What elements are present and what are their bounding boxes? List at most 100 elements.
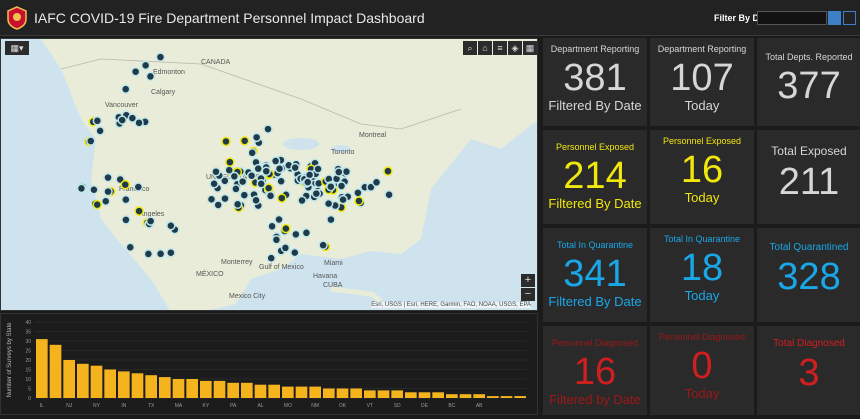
x-tick-label: TX [148,403,155,409]
tile-title: Personnel Diagnosed [551,338,639,348]
tile-title: Personnel Diagnosed [658,332,746,342]
label-monterrey: Monterrey [221,259,253,266]
bar [159,377,171,398]
y-tick-label: 10 [25,377,31,383]
bar [336,388,349,398]
date-input[interactable] [757,11,827,25]
bar [500,396,513,398]
basemap-toggle-icon[interactable]: ▦▾ [5,41,29,55]
bar [405,392,417,398]
bar [268,384,280,398]
tile-personnel-exposed-today: Personnel Exposed 16 Today [650,130,754,224]
bar [36,339,48,398]
map-attribution: Esri, USGS | Esri, HERE, Garmin, FAO, NO… [371,302,531,308]
tile-quarantine-filtered: Total In Quarantine 341 Filtered By Date [543,228,647,322]
legend-icon[interactable]: ≡ [493,41,507,55]
bar [77,363,89,398]
tile-number: 214 [563,155,627,197]
tile-subtitle: Filtered By Date [548,196,642,211]
x-tick-label: KY [202,403,209,409]
bar [213,380,226,398]
label-vancouver: Vancouver [105,102,138,109]
tile-subtitle: Today [684,98,720,113]
tile-subtitle: Filtered By Date [548,294,642,309]
bar [446,394,458,398]
tile-number: 381 [563,57,627,99]
tile-number: 3 [798,352,820,394]
x-tick-label: BC [448,403,455,409]
calendar-icon[interactable] [828,11,841,25]
tile-dept-reporting-today: Department Reporting 107 Today [650,38,754,126]
tile-number: 107 [670,57,734,99]
x-tick-label: NJ [66,403,73,409]
tile-subtitle: Today [684,190,720,205]
bar [459,394,472,398]
home-icon[interactable]: ⌂ [478,41,492,55]
tile-total-quarantined: Total Quarantined 328 [757,228,860,322]
bar [432,392,444,398]
label-mexico: MÉXICO [196,271,224,278]
tile-total-diagnosed: Total Diagnosed 3 [757,326,860,415]
label-gulf: Gulf of Mexico [259,264,304,271]
bar [172,379,185,398]
tile-title: Personnel Exposed [555,142,635,152]
x-tick-label: NY [93,403,101,409]
x-tick-label: SD [394,403,401,409]
tile-number: 18 [680,247,724,289]
tile-subtitle: Today [684,386,720,401]
bar-chart-svg: Number of Surveys by State 0 5 10 15 20 25 30 35… [7,320,527,409]
x-tick-label: VT [367,403,373,409]
y-tick-label: 15 [25,368,31,374]
tile-number: 16 [573,351,617,393]
tile-diagnosed-filtered: Personnel Diagnosed 16 Filtered by Date [543,326,647,415]
bar [145,375,157,398]
y-tick-label: 5 [28,387,31,393]
label-toronto: Toronto [331,149,355,156]
y-tick-label: 0 [28,396,31,402]
bar [254,384,267,398]
tile-title: Personnel Exposed [662,136,742,146]
tile-title: Total Exposed [771,144,847,158]
label-united-states: UNITED STATES [206,174,261,181]
tile-number: 0 [691,345,713,387]
tile-total-depts-reported: Total Depts. Reported 377 [757,38,860,126]
bar [90,365,103,398]
clock-icon[interactable] [843,11,856,25]
label-los-angeles: Angeles [139,211,165,218]
bar [63,360,75,398]
bar [241,382,253,398]
label-edmonton: Edmonton [153,69,185,76]
basemap [1,39,537,310]
zoom-out-button[interactable]: − [521,288,535,301]
tile-title: Total In Quarantine [556,240,634,250]
search-icon[interactable]: ⌕ [463,41,477,55]
map-panel[interactable]: CANADA UNITED STATES MÉXICO CUBA Edmonto… [0,38,538,311]
y-tick-label: 25 [25,349,31,355]
x-tick-label: AL [257,403,263,409]
basemap-gallery-icon[interactable]: ▦ [523,41,537,55]
tile-number: 211 [778,161,840,203]
bar [227,382,239,398]
tile-dept-reporting-filtered: Department Reporting 381 Filtered By Dat… [543,38,647,126]
tile-subtitle: Filtered By Date [548,98,642,113]
x-tick-label: IL [40,403,44,409]
bar [282,386,294,398]
label-havana: Havana [313,273,338,280]
y-tick-label: 20 [25,358,31,364]
x-tick-label: AB [476,403,483,409]
zoom-in-button[interactable]: + [521,274,535,287]
bar [350,388,362,398]
bar [473,394,485,398]
tile-total-exposed: Total Exposed 211 [757,130,860,224]
bar [104,369,116,398]
bar [118,371,130,398]
iafc-logo-icon [7,6,27,30]
label-calgary: Calgary [151,89,176,96]
bar [200,380,212,398]
x-tick-label: DE [421,403,429,409]
tile-number: 377 [777,65,841,107]
x-tick-label: OK [339,403,347,409]
label-canada: CANADA [201,59,231,66]
tile-personnel-exposed-filtered: Personnel Exposed 214 Filtered By Date [543,130,647,224]
layers-icon[interactable]: ◈ [508,41,522,55]
